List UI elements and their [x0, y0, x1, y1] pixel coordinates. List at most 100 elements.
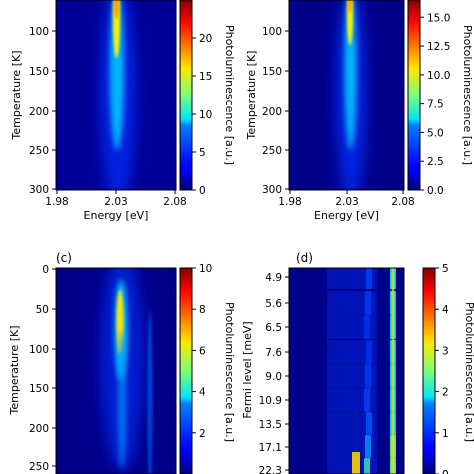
axes-c-y-tick-label: 150	[29, 383, 49, 395]
colorbar-a-tick-label: 5	[199, 147, 206, 159]
axes-c-frame	[55, 267, 177, 474]
heatmap-c-band-secondary	[147, 310, 153, 474]
colorbar-d-tick-label: 2	[442, 387, 449, 399]
axes-b-x-tick-label: 2.08	[391, 196, 414, 208]
heatmap-d-row-shoulder	[366, 412, 372, 436]
panel-label-d: (d)	[296, 251, 313, 265]
heatmap-d-row-shoulder	[366, 268, 372, 289]
colorbar-c	[179, 267, 193, 474]
axes-a-x-tick-label: 2.08	[163, 196, 186, 208]
axes-d-y-tick-label: 9.0	[265, 371, 282, 383]
axes-b-y-tick-label: 100	[262, 26, 282, 38]
heatmap-d-row-shoulder	[365, 364, 371, 388]
ylabel-d: Fermi level [meV]	[241, 321, 254, 418]
axes-a-y-tick-label: 150	[29, 66, 49, 78]
heatmap-a-band-core	[113, 0, 120, 58]
axes-d-ticks: 4.9 5.6 6.5 7.6 9.0 10.9 13.5 17.1 22.3	[259, 272, 289, 474]
colorbar-a-tick-label: 10	[199, 109, 212, 121]
colorbar-a-tick-label: 20	[199, 33, 212, 45]
ylabel-a: Temperature [K]	[10, 51, 23, 141]
xlabel-b: Energy [eV]	[314, 209, 379, 222]
colorbar-b-tick-label: 12.5	[427, 41, 450, 53]
axes-b-x-tick-label: 1.98	[278, 196, 301, 208]
colorbar-d	[422, 267, 436, 474]
panel-c: (c) 0 50 100 150 200 250 Temperature [K] 2 4 6 8…	[8, 251, 236, 474]
colorbar-b-tick-label: 0.0	[427, 185, 444, 197]
colorbar-d-tick-label: 0	[442, 469, 449, 474]
axes-a-y-tick-label: 250	[29, 145, 49, 157]
axes-a-y-tick-label: 100	[29, 26, 49, 38]
heatmap-d-row-shoulder	[365, 291, 371, 315]
axes-a-y-tick-label: 300	[29, 184, 49, 196]
heatmap-d-row-shoulder	[364, 458, 370, 474]
heatmap-d-stripes	[289, 268, 404, 474]
colorbar-b-ticks: 0.0 2.5 5.0 7.5 10.0 12.5 15.0	[420, 12, 450, 197]
colorbar-b-tick-label: 7.5	[427, 99, 444, 111]
colorbar-b	[407, 0, 421, 191]
colorbar-c-ticks: 2 4 6 8 10	[192, 263, 212, 440]
colorbar-d-tick-label: 1	[442, 428, 449, 440]
heatmap-d-row-shoulder	[364, 388, 370, 412]
axes-a-x-tick-label: 1.98	[45, 196, 68, 208]
heatmap-d-hotspot	[352, 452, 360, 474]
axes-c-y-tick-label: 0	[42, 264, 49, 276]
axes-b-y-tick-label: 300	[262, 184, 282, 196]
ylabel-b: Temperature [K]	[245, 51, 258, 141]
axes-d-y-tick-label: 10.9	[259, 395, 282, 407]
axes-a-x-tick-label: 2.03	[104, 196, 127, 208]
colorbar-a-label: Photoluminescence [a.u.]	[223, 25, 236, 165]
colorbar-b-label: Photoluminescence [a.u.]	[461, 25, 474, 165]
heatmap-a-band-peak	[114, 0, 119, 19]
colorbar-c-tick-label: 8	[199, 304, 206, 316]
axes-d-y-tick-label: 13.5	[259, 419, 282, 431]
heatmap-d-main-peak-line	[391, 268, 395, 474]
colorbar-d-tick-label: 3	[442, 345, 449, 357]
colorbar-b-tick-label: 10.0	[427, 70, 450, 82]
axes-d-y-tick-label: 22.3	[259, 465, 282, 474]
axes-d-frame	[288, 267, 405, 474]
axes-c-y-tick-label: 50	[36, 304, 49, 316]
axes-d-y-tick-label: 7.6	[265, 347, 282, 359]
colorbar-c-tick-label: 4	[199, 387, 206, 399]
colorbar-d-ticks: 0 1 2 3 4 5	[435, 263, 449, 474]
colorbar-b-tick-label: 2.5	[427, 156, 444, 168]
xlabel-a: Energy [eV]	[84, 209, 149, 222]
colorbar-a-tick-label: 0	[199, 185, 206, 197]
colorbar-a	[179, 0, 193, 191]
heatmap-d-row-band	[327, 268, 377, 289]
heatmap-d-row-shoulder	[365, 435, 371, 459]
colorbar-b-tick-label: 5.0	[427, 127, 444, 139]
heatmap-d-row-shoulder	[366, 340, 372, 364]
colorbar-a-tick-label: 15	[199, 71, 212, 83]
colorbar-b-tick-label: 15.0	[427, 12, 450, 24]
heatmap-b-band-outer	[344, 0, 357, 150]
axes-a-y-tick-label: 200	[29, 106, 49, 118]
panel-label-c: (c)	[56, 251, 72, 265]
axes-c-y-tick-label: 250	[29, 461, 49, 473]
colorbar-d-tick-label: 4	[442, 304, 449, 316]
axes-d-y-tick-label: 5.6	[265, 298, 282, 310]
axes-d-y-tick-label: 4.9	[265, 272, 282, 284]
heatmap-c-band-tail	[118, 330, 126, 470]
colorbar-c-tick-label: 10	[199, 263, 212, 275]
axes-b-x-tick-label: 2.03	[335, 196, 358, 208]
colorbar-d-label: Photoluminescence [a.u.]	[463, 302, 474, 442]
heatmap-b-band-core	[347, 0, 353, 45]
axes-d-y-tick-label: 6.5	[265, 322, 282, 334]
axes-c-ticks: 0 50 100 150 200 250	[29, 264, 56, 473]
axes-b-y-tick-label: 250	[262, 145, 282, 157]
axes-c-y-tick-label: 100	[29, 344, 49, 356]
colorbar-d-tick-label: 5	[442, 263, 449, 275]
axes-c-y-tick-label: 200	[29, 423, 49, 435]
heatmap-d-row-shoulder	[364, 315, 370, 339]
axes-b-y-tick-label: 200	[262, 106, 282, 118]
colorbar-c-tick-label: 6	[199, 345, 206, 357]
axes-d-y-tick-label: 17.1	[259, 442, 282, 454]
panel-d: (d) 4.9 5.6 6.5 7.6 9.0 10.9 13.5 17.1 22.3 Ferm…	[241, 251, 474, 474]
colorbar-a-ticks: 0 5 10 15 20	[192, 33, 212, 197]
